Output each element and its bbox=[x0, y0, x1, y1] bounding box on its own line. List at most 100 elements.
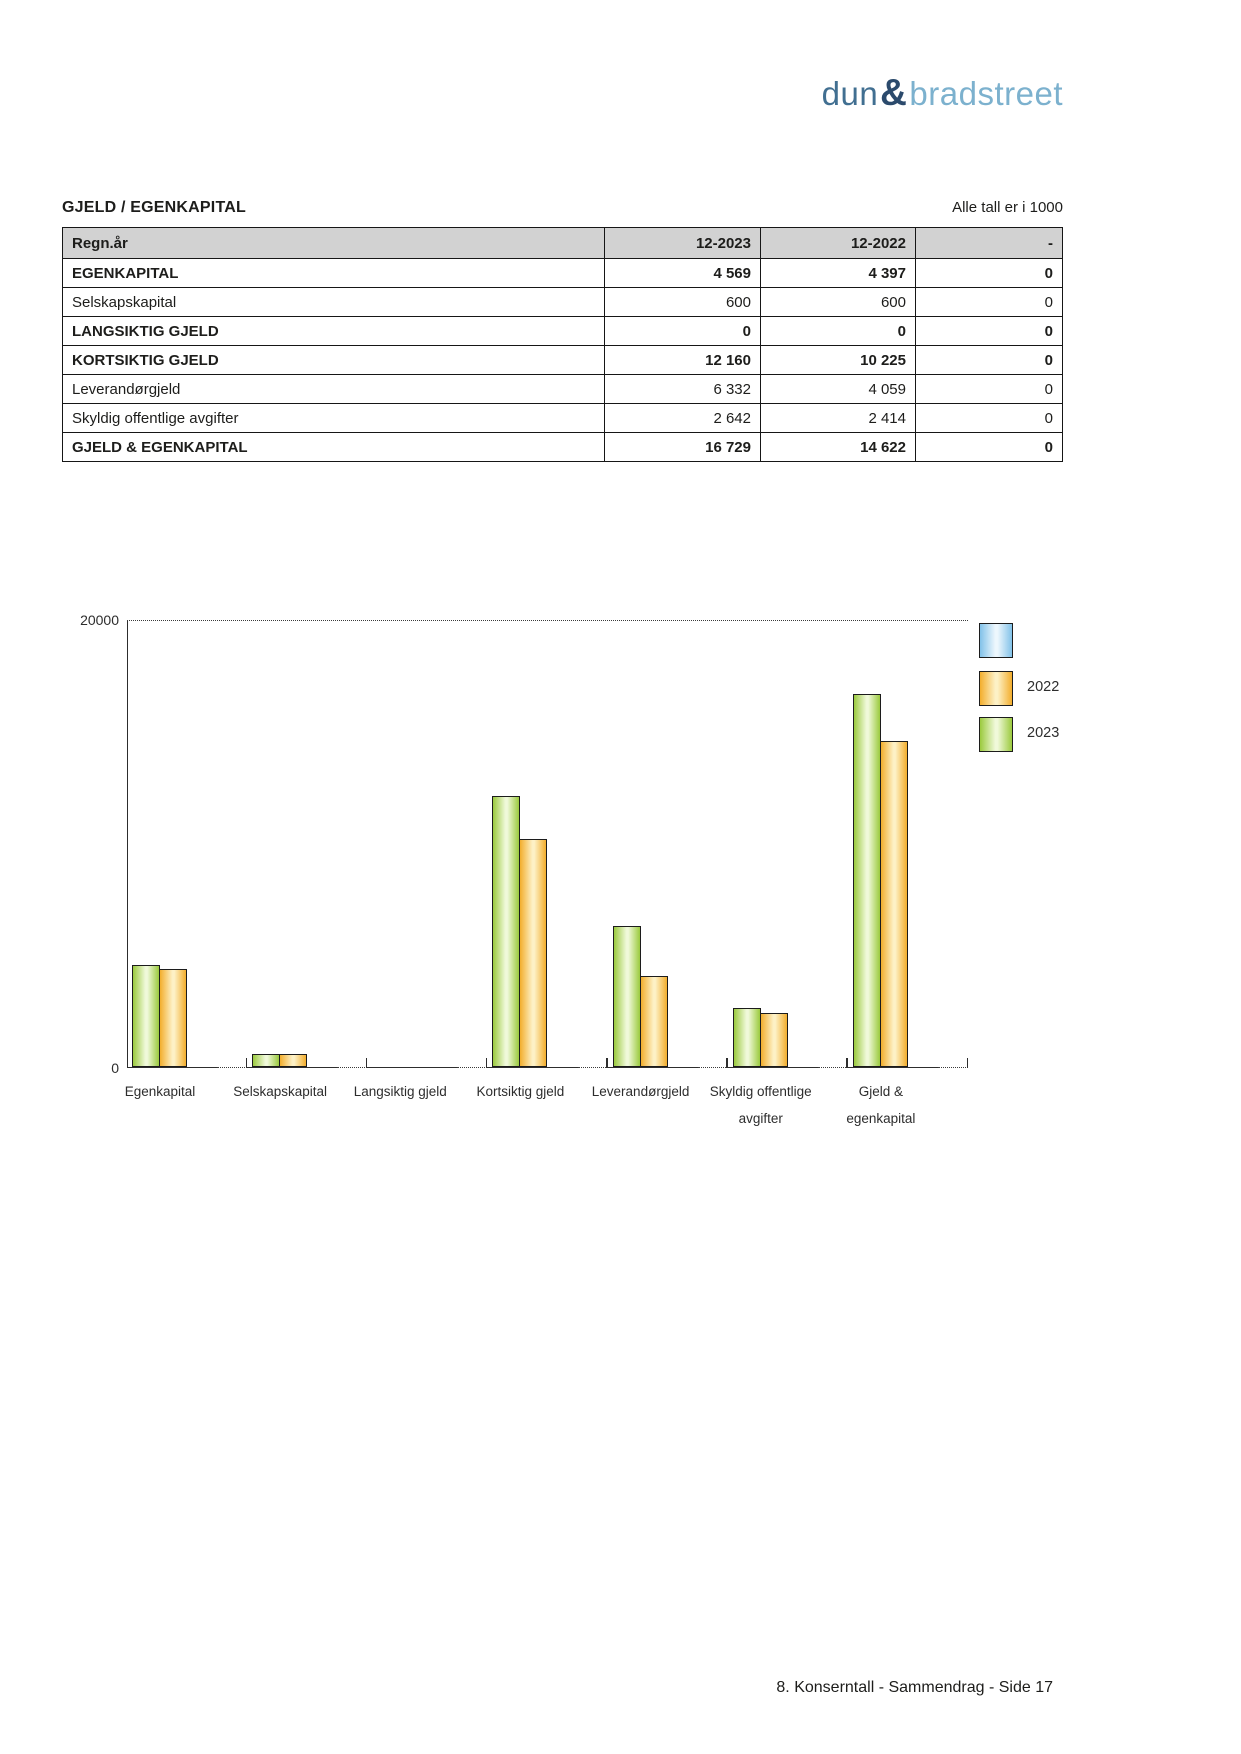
table-row: EGENKAPITAL 4 569 4 397 0 bbox=[62, 258, 1063, 288]
bar-2022-cat3 bbox=[519, 839, 548, 1067]
table-row: Leverandørgjeld 6 332 4 059 0 bbox=[62, 374, 1063, 404]
row-value-1: 4 397 bbox=[760, 258, 916, 288]
legend-label: 2023 bbox=[1027, 725, 1060, 741]
column-header-3: - bbox=[915, 227, 1063, 259]
row-value-2: 0 bbox=[915, 316, 1063, 346]
baseline-solid bbox=[487, 1067, 578, 1068]
chart-category-5: Skyldig offentlige avgifter bbox=[710, 621, 848, 1126]
category-label-0: Egenkapital bbox=[124, 1084, 196, 1099]
baseline-solid bbox=[847, 1067, 938, 1068]
row-value-2: 0 bbox=[915, 258, 1063, 288]
category-label-4: Leverandørgjeld bbox=[591, 1084, 690, 1099]
row-label: GJELD & EGENKAPITAL bbox=[62, 432, 605, 462]
table-row: Selskapskapital 600 600 0 bbox=[62, 287, 1063, 317]
baseline-solid bbox=[127, 1067, 218, 1068]
section-header: GJELD / EGENKAPITAL Alle tall er i 1000 bbox=[62, 199, 1063, 217]
row-value-2: 0 bbox=[915, 287, 1063, 317]
column-header-1: 12-2023 bbox=[604, 227, 761, 259]
bar-2023-cat4 bbox=[612, 926, 641, 1067]
row-value-2: 0 bbox=[915, 345, 1063, 375]
baseline-dotted bbox=[697, 1067, 728, 1068]
baseline-dotted bbox=[937, 1067, 968, 1068]
logo-word-dun: dun bbox=[821, 75, 879, 112]
x-axis-tick bbox=[726, 1058, 728, 1068]
category-label-2: Langsiktig gjeld bbox=[353, 1084, 447, 1099]
baseline-solid bbox=[727, 1067, 818, 1068]
x-axis-tick bbox=[846, 1058, 848, 1068]
legend-swatch-icon bbox=[979, 671, 1013, 706]
logo-word-bradstreet: bradstreet bbox=[909, 75, 1063, 112]
baseline-dotted bbox=[457, 1067, 488, 1068]
chart-category-2: Langsiktig gjeld bbox=[354, 621, 488, 1099]
row-label: Skyldig offentlige avgifter bbox=[62, 403, 605, 433]
row-value-0: 0 bbox=[604, 316, 761, 346]
bar-2023-cat6 bbox=[852, 694, 881, 1067]
chart-category-3: Kortsiktig gjeld bbox=[477, 621, 608, 1099]
dun-bradstreet-logo: dun&bradstreet bbox=[822, 72, 1063, 114]
column-header-0: Regn.år bbox=[62, 227, 605, 259]
baseline-dotted bbox=[577, 1067, 608, 1068]
row-value-2: 0 bbox=[915, 403, 1063, 433]
bar-2023-cat3 bbox=[492, 796, 521, 1067]
row-value-1: 4 059 bbox=[760, 374, 916, 404]
row-value-0: 600 bbox=[604, 287, 761, 317]
row-value-0: 2 642 bbox=[604, 403, 761, 433]
category-label-1: Selskapskapital bbox=[233, 1084, 328, 1099]
chart-category-0: Egenkapital bbox=[125, 621, 248, 1099]
bar-2022-cat1 bbox=[279, 1054, 308, 1067]
row-value-0: 4 569 bbox=[604, 258, 761, 288]
category-label-5: Skyldig offentlige avgifter bbox=[709, 1084, 812, 1126]
bar-2022-cat4 bbox=[639, 976, 668, 1067]
row-label: EGENKAPITAL bbox=[62, 258, 605, 288]
row-label: Selskapskapital bbox=[62, 287, 605, 317]
ymax-gridline bbox=[127, 620, 968, 621]
row-label: Leverandørgjeld bbox=[62, 374, 605, 404]
financial-table: Regn.år 12-2023 12-2022- EGENKAPITAL 4 569 4 … bbox=[62, 227, 1063, 462]
baseline-dotted bbox=[337, 1067, 368, 1068]
table-row: Skyldig offentlige avgifter 2 642 2 414 0 bbox=[62, 403, 1063, 433]
baseline-dotted bbox=[217, 1067, 248, 1068]
bar-2022-cat5 bbox=[759, 1013, 788, 1067]
chart-category-1: Selskapskapital bbox=[233, 621, 368, 1099]
x-axis-tick bbox=[245, 1058, 248, 1068]
row-value-1: 0 bbox=[760, 316, 916, 346]
row-value-1: 10 225 bbox=[760, 345, 916, 375]
legend-label: 2022 bbox=[1027, 679, 1060, 695]
row-value-2: 0 bbox=[915, 374, 1063, 404]
row-value-1: 14 622 bbox=[760, 432, 916, 462]
y-tick-label-20000: 20000 bbox=[80, 612, 119, 628]
bar-2022-cat0 bbox=[159, 969, 187, 1067]
y-tick-label-0: 0 bbox=[111, 1060, 119, 1076]
row-value-0: 12 160 bbox=[604, 345, 761, 375]
row-label: LANGSIKTIG GJELD bbox=[62, 316, 605, 346]
bar-chart: 2022 2023 20000 0 Egenkapital Selskapskapita… bbox=[80, 612, 1059, 1126]
baseline-solid bbox=[367, 1067, 458, 1068]
page-footer: 8. Konserntall - Sammendrag - Side 17 bbox=[776, 1679, 1053, 1696]
chart-category-6: Gjeld & egenkapital bbox=[846, 621, 968, 1126]
category-label-3: Kortsiktig gjeld bbox=[476, 1084, 565, 1099]
table-row: KORTSIKTIG GJELD 12 160 10 225 0 bbox=[62, 345, 1063, 375]
bar-2022-cat6 bbox=[879, 741, 908, 1067]
row-value-1: 600 bbox=[760, 287, 916, 317]
category-label-6: Gjeld & egenkapital bbox=[846, 1084, 916, 1126]
row-value-0: 16 729 bbox=[604, 432, 761, 462]
chart-category-4: Leverandørgjeld bbox=[592, 621, 728, 1099]
row-value-0: 6 332 bbox=[604, 374, 761, 404]
column-header-2: 12-2022 bbox=[760, 227, 916, 259]
legend-swatch-icon bbox=[979, 623, 1013, 658]
legend-swatch-icon bbox=[979, 717, 1013, 752]
bar-2023-cat5 bbox=[732, 1008, 761, 1067]
row-value-2: 0 bbox=[915, 432, 1063, 462]
row-value-1: 2 414 bbox=[760, 403, 916, 433]
bar-2023-cat1 bbox=[252, 1054, 281, 1067]
y-axis bbox=[127, 621, 128, 1067]
logo-ampersand-icon: & bbox=[880, 72, 908, 113]
x-axis-tick bbox=[486, 1058, 488, 1068]
page-title: GJELD / EGENKAPITAL bbox=[62, 199, 246, 216]
x-axis-tick bbox=[365, 1058, 368, 1068]
bar-2023-cat0 bbox=[132, 965, 160, 1067]
baseline-solid bbox=[607, 1067, 698, 1068]
financial-table-wrap: Regn.år 12-2023 12-2022- EGENKAPITAL 4 569 4 … bbox=[62, 227, 1063, 462]
table-row: LANGSIKTIG GJELD 0 0 0 bbox=[62, 316, 1063, 346]
